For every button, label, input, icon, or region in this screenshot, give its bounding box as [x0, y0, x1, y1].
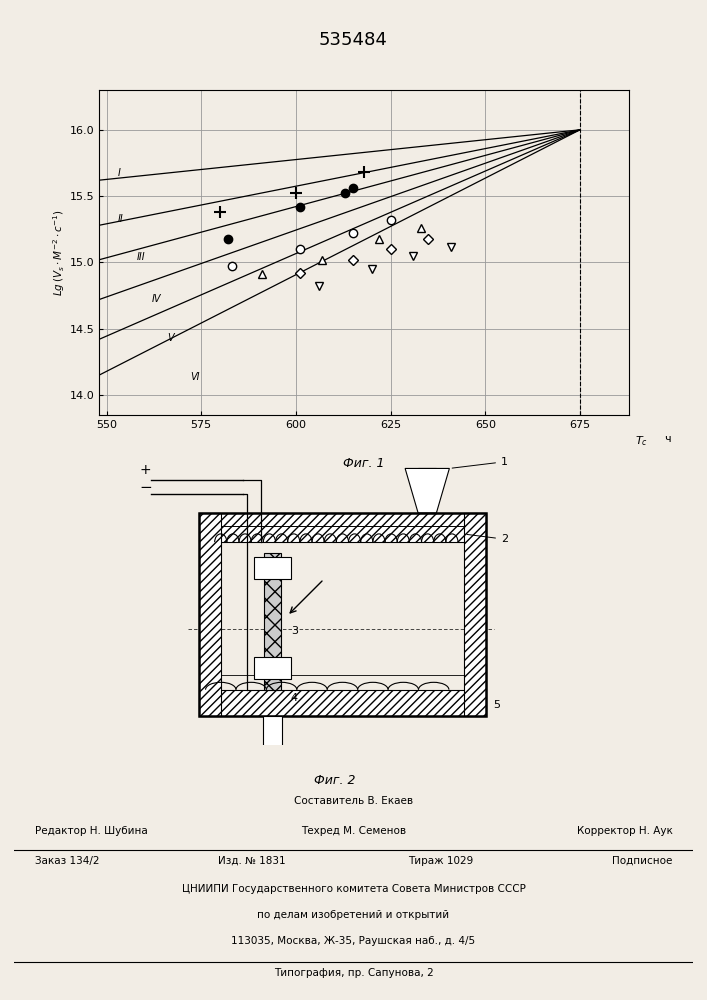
Bar — [263, 716, 281, 756]
Text: II: II — [118, 214, 124, 224]
Text: 5: 5 — [493, 700, 501, 710]
Text: 535484: 535484 — [319, 31, 388, 49]
Bar — [199, 513, 221, 716]
Bar — [254, 656, 291, 679]
Text: 2: 2 — [467, 534, 508, 544]
Text: Редактор Н. Шубина: Редактор Н. Шубина — [35, 826, 147, 836]
Text: по делам изобретений и открытий: по делам изобретений и открытий — [257, 910, 450, 920]
Bar — [464, 513, 486, 716]
Text: $T_c$: $T_c$ — [635, 434, 648, 448]
Text: Техред М. Семенов: Техред М. Семенов — [301, 826, 406, 836]
Bar — [264, 553, 281, 690]
Text: Заказ 134/2: Заказ 134/2 — [35, 856, 99, 866]
Text: I: I — [118, 168, 121, 178]
Text: V: V — [167, 333, 174, 343]
Text: Типография, пр. Сапунова, 2: Типография, пр. Сапунова, 2 — [274, 968, 433, 978]
Bar — [418, 468, 436, 513]
Text: +: + — [139, 463, 151, 477]
Text: Составитель В. Екаев: Составитель В. Екаев — [294, 796, 413, 806]
Text: ч: ч — [664, 434, 670, 444]
Text: −: − — [139, 480, 153, 495]
Text: 3: 3 — [291, 626, 298, 636]
Text: Фиг. 1: Фиг. 1 — [344, 457, 385, 470]
Text: 1: 1 — [452, 457, 508, 468]
Text: Изд. № 1831: Изд. № 1831 — [218, 856, 286, 866]
Text: IV: IV — [152, 294, 161, 304]
Text: Корректор Н. Аук: Корректор Н. Аук — [577, 826, 672, 836]
Bar — [199, 513, 486, 716]
Bar — [199, 690, 486, 716]
Text: 4: 4 — [291, 693, 298, 703]
Y-axis label: $Lg\,(V_s \cdot M^{-2} \cdot c^{-1})$: $Lg\,(V_s \cdot M^{-2} \cdot c^{-1})$ — [51, 209, 66, 296]
Bar — [199, 513, 486, 542]
Text: VI: VI — [190, 372, 199, 382]
Text: Подписное: Подписное — [612, 856, 672, 866]
Text: Фиг. 2: Фиг. 2 — [315, 774, 356, 788]
Text: ЦНИИПИ Государственного комитета Совета Министров СССР: ЦНИИПИ Государственного комитета Совета … — [182, 884, 525, 894]
Bar — [254, 557, 291, 579]
Text: Тираж 1029: Тираж 1029 — [408, 856, 473, 866]
Text: 113035, Москва, Ж-35, Раушская наб., д. 4/5: 113035, Москва, Ж-35, Раушская наб., д. … — [231, 936, 476, 946]
Text: III: III — [137, 252, 146, 262]
Polygon shape — [405, 468, 450, 513]
